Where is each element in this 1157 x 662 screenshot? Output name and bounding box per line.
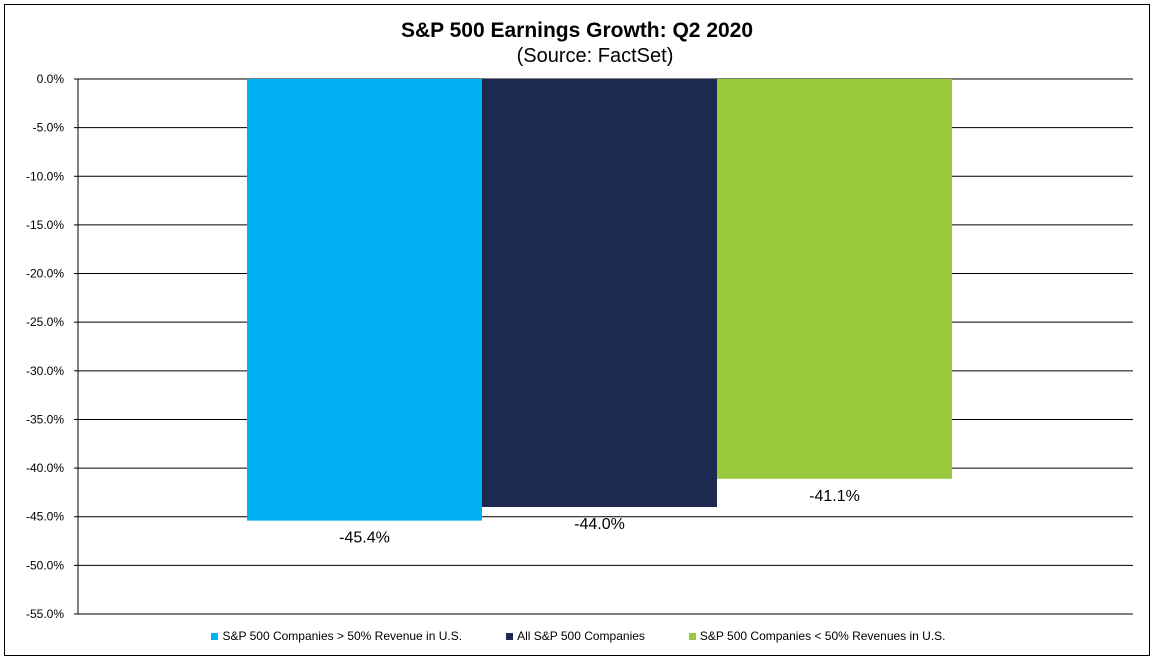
y-tick-label: -5.0% xyxy=(33,121,65,135)
y-tick-label: -10.0% xyxy=(26,169,64,183)
legend-label: S&P 500 Companies < 50% Revenues in U.S. xyxy=(699,629,946,643)
legend-swatch xyxy=(211,632,219,640)
y-tick-label: -50.0% xyxy=(26,558,64,572)
y-tick-label: -55.0% xyxy=(26,607,64,621)
legend-item: S&P 500 Companies < 50% Revenues in U.S. xyxy=(688,629,946,643)
bar xyxy=(482,79,717,507)
legend-item: S&P 500 Companies > 50% Revenue in U.S. xyxy=(211,629,462,643)
data-label: -45.4% xyxy=(339,530,390,547)
y-tick-label: -20.0% xyxy=(26,267,64,281)
legend-label: All S&P 500 Companies xyxy=(517,629,645,643)
data-label: -44.0% xyxy=(574,516,625,533)
y-tick-label: -45.0% xyxy=(26,510,64,524)
legend-swatch xyxy=(688,632,696,640)
legend-swatch xyxy=(506,632,514,640)
bar xyxy=(247,79,482,521)
y-tick-label: -30.0% xyxy=(26,364,64,378)
legend-item: All S&P 500 Companies xyxy=(506,629,645,643)
y-tick-label: -15.0% xyxy=(26,218,64,232)
chart-subtitle: (Source: FactSet) xyxy=(516,45,674,67)
legend: S&P 500 Companies > 50% Revenue in U.S. … xyxy=(0,629,1157,643)
chart-title: S&P 500 Earnings Growth: Q2 2020 xyxy=(400,19,754,42)
y-axis: 0.0% -5.0% -10.0% -15.0% -20.0% -25.0% -30.0% -… xyxy=(26,72,79,621)
y-tick-label: -35.0% xyxy=(26,412,64,426)
legend-label: S&P 500 Companies > 50% Revenue in U.S. xyxy=(222,629,463,643)
y-tick-label: -25.0% xyxy=(26,315,64,329)
bars xyxy=(247,79,952,521)
data-label: -41.1% xyxy=(809,488,860,505)
data-labels: -45.4% -44.0% -41.1% xyxy=(339,488,860,547)
y-tick-label: 0.0% xyxy=(37,72,65,86)
y-tick-label: -40.0% xyxy=(26,461,64,475)
bar xyxy=(717,79,952,479)
